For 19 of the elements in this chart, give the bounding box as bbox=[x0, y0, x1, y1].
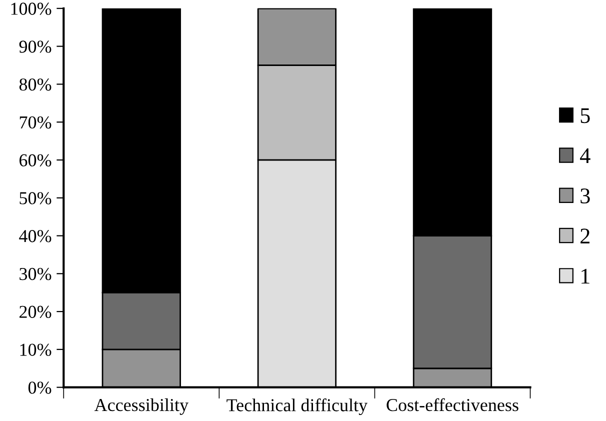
y-tick-label: 40% bbox=[19, 230, 52, 242]
y-tick-label: 0% bbox=[28, 382, 52, 394]
y-tick-label: 30% bbox=[20, 268, 52, 280]
y-tick-label: 60% bbox=[20, 154, 52, 166]
y-tick-label: 70% bbox=[20, 116, 52, 129]
y-tick-label: 10% bbox=[20, 344, 52, 356]
legend-label: 5 bbox=[580, 108, 590, 124]
legend-label: 1 bbox=[582, 268, 590, 284]
y-tick-label: 50% bbox=[20, 192, 52, 204]
legend-label: 3 bbox=[580, 188, 590, 204]
y-tick-label: 90% bbox=[19, 40, 52, 53]
x-tick-label: Technical difficulty bbox=[226, 398, 368, 416]
x-tick-label: Cost-effectiveness bbox=[386, 398, 518, 412]
x-tick-label: Accessibility bbox=[94, 398, 188, 415]
y-tick-label: 100% bbox=[11, 2, 52, 15]
legend-label: 2 bbox=[580, 228, 590, 244]
y-tick-label: 20% bbox=[20, 306, 52, 318]
y-tick-label: 80% bbox=[19, 78, 52, 91]
legend-label: 4 bbox=[580, 148, 590, 164]
